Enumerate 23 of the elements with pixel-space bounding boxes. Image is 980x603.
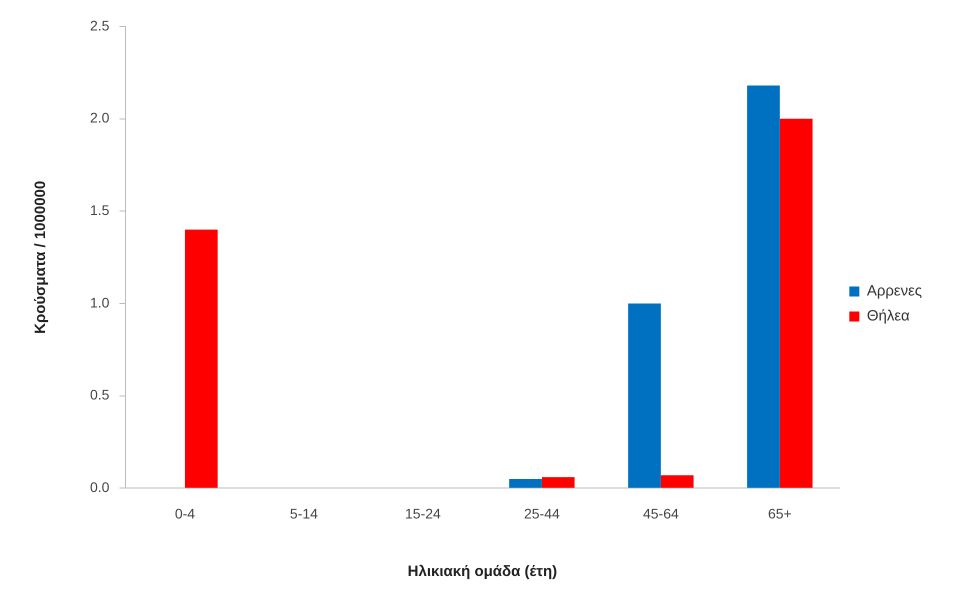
y-tick-label: 2.0 xyxy=(90,110,110,126)
bar xyxy=(509,478,542,488)
x-tick-label: 0-4 xyxy=(174,505,196,522)
bar xyxy=(628,303,661,488)
x-tick-label: 5-14 xyxy=(290,505,318,522)
x-tick-label: 65+ xyxy=(768,505,792,522)
x-tick-label: 15-24 xyxy=(405,505,442,522)
x-tick-label: 25-44 xyxy=(524,505,560,522)
y-axis-title: Κρούσματα / 1000000 xyxy=(32,180,50,334)
y-tick-label: 1.0 xyxy=(90,294,110,310)
y-tick-label: 0.0 xyxy=(90,479,110,496)
y-tick-label: 0.5 xyxy=(90,386,110,403)
bar xyxy=(184,230,218,488)
x-axis-title: Ηλικιακή ομάδα (έτη) xyxy=(408,563,558,580)
bar xyxy=(542,477,575,488)
legend-label: Αρρενες xyxy=(866,282,922,300)
y-tick-label: 1.5 xyxy=(90,202,110,218)
x-tick-label: 45-64 xyxy=(642,505,679,522)
bar xyxy=(780,118,813,488)
bar xyxy=(747,86,780,488)
y-tick-label: 2.5 xyxy=(90,17,110,34)
bar xyxy=(660,475,694,488)
legend-label: Θήλεα xyxy=(866,308,910,325)
